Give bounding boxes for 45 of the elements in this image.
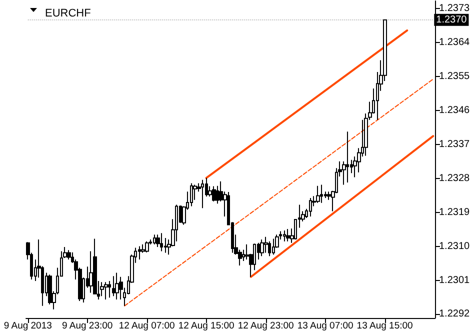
y-tick-label: 1.2355 [439,70,470,82]
candlestick [346,131,349,184]
candlestick [164,237,167,254]
y-tick-label: 1.2310 [439,240,470,252]
candlestick [108,280,111,298]
y-tick-label: 1.2346 [439,104,470,116]
candlestick [272,238,275,256]
candlestick [138,246,141,260]
candlestick [156,234,160,248]
y-tick-label: 1.2373 [439,3,470,14]
y-tick-label: 1.2337 [439,138,470,150]
x-tick-label: 12 Aug 15:00 [178,320,234,332]
candlestick [320,184,323,204]
candlestick [112,276,115,297]
candlestick [264,236,268,254]
x-tick-label: 9 Aug 23:00 [62,320,113,332]
x-tick-label: 12 Aug 07:00 [118,320,175,332]
candlestick [190,182,193,207]
y-tick-label: 1.2292 [439,308,470,320]
text: EURCHF [45,8,92,20]
candlestick [216,185,219,204]
candlestick [160,232,163,252]
candlestick [100,282,104,297]
y-tick-label: 1.2301 [439,274,470,286]
candlestick [201,179,204,209]
candlestick [145,240,149,253]
y-tick-label: 1.2328 [439,172,470,184]
x-tick-label: 12 Aug 23:00 [238,320,294,332]
candlestick [268,240,271,257]
candlestick [260,239,264,257]
y-tick-label: 1.2364 [439,37,470,48]
candlestick [212,186,216,202]
ref-line-label: 1.2370 [436,14,468,26]
x-tick-label: 13 Aug 15:00 [356,320,413,332]
candlestick [115,272,119,300]
y-tick-label: 1.2319 [439,206,470,218]
x-tick-label: 13 Aug 07:00 [297,320,354,332]
candlestick [286,228,290,242]
candlestick [316,185,320,204]
x-tick-label: 9 Aug 2013 [4,320,52,332]
candlestick [153,234,156,245]
candlestick [309,197,312,217]
candlestick [67,250,71,260]
candlestick [104,282,108,300]
candlestick [283,230,286,242]
